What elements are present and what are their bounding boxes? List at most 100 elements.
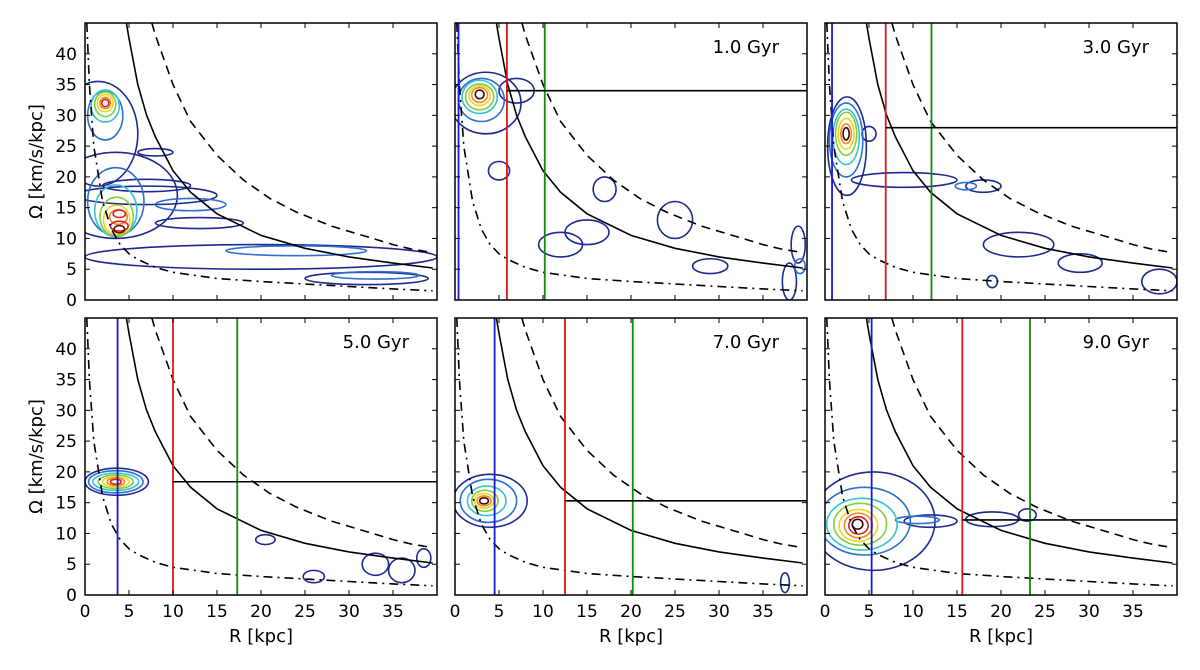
contour-level-3 — [832, 108, 861, 166]
panel-time-label: 9.0 Gyr — [1083, 332, 1150, 353]
y-tick-label: 5 — [66, 260, 77, 280]
curve-dashed — [521, 318, 803, 549]
contour-level-1 — [487, 160, 511, 181]
x-tick-label: 25 — [664, 602, 686, 622]
contour-level-1 — [1057, 253, 1103, 274]
contour-level-3 — [90, 89, 121, 123]
contour-level-2 — [793, 257, 807, 275]
y-tick-label: 15 — [55, 494, 77, 514]
x-tick-label: 15 — [946, 602, 968, 622]
panel-frame — [454, 317, 808, 596]
y-tick-label: 30 — [55, 106, 77, 126]
x-tick-label: 0 — [820, 602, 831, 622]
x-tick-label: 15 — [206, 602, 228, 622]
contour-level-1 — [254, 533, 276, 546]
contour-level-8 — [851, 518, 864, 530]
y-tick-label: 0 — [66, 291, 77, 311]
x-tick-label: 20 — [250, 602, 272, 622]
contour-level-1 — [825, 471, 936, 572]
x-tick-label: 35 — [382, 602, 404, 622]
curve-dashdot — [826, 318, 1173, 587]
panel-plot-area — [825, 318, 1177, 595]
x-tick-label: 35 — [752, 602, 774, 622]
contour-level-1 — [537, 231, 584, 258]
contour-level-5 — [101, 476, 130, 488]
contour-level-2 — [828, 102, 864, 178]
curve-dashed — [521, 23, 803, 254]
x-tick-label: 10 — [532, 602, 554, 622]
contour-level-1 — [302, 569, 326, 584]
x-tick-label: 30 — [338, 602, 360, 622]
contour-level-1 — [691, 257, 729, 275]
panel-plot-area — [85, 318, 437, 595]
y-tick-label: 20 — [55, 463, 77, 483]
contour-level-5 — [96, 93, 114, 113]
y-tick-label: 25 — [55, 432, 77, 452]
x-tick-label: 25 — [294, 602, 316, 622]
x-axis-label: R [kpc] — [599, 626, 663, 647]
x-tick-label: 10 — [902, 602, 924, 622]
contour-level-6 — [840, 123, 853, 145]
x-tick-label: 10 — [162, 602, 184, 622]
panel-time-label: 7.0 Gyr — [713, 332, 780, 353]
contour-level-3 — [92, 472, 140, 492]
panel-time-label: 3.0 Gyr — [1083, 37, 1150, 58]
panel-plot-area — [455, 318, 807, 595]
contour-level-2 — [154, 197, 227, 212]
contour-level-4 — [93, 91, 117, 118]
curve-solid — [865, 318, 1173, 564]
panel-frame — [824, 22, 1178, 301]
curve-dashdot — [456, 23, 803, 292]
contour-level-1 — [779, 572, 791, 594]
x-axis-label: R [kpc] — [969, 626, 1033, 647]
y-tick-label: 25 — [55, 137, 77, 157]
contour-level-1 — [656, 200, 694, 240]
contour-level-3 — [461, 79, 499, 115]
curve-dashdot — [826, 23, 1173, 292]
panel-plot-area — [455, 23, 807, 300]
y-tick-label: 20 — [55, 168, 77, 188]
contour-level-1 — [982, 231, 1055, 258]
contour-level-4 — [470, 489, 499, 513]
contour-level-1 — [136, 147, 174, 157]
contour-level-2 — [954, 181, 978, 191]
contour-level-4 — [97, 474, 135, 490]
contour-level-5 — [102, 204, 131, 236]
contour-level-5 — [838, 508, 879, 543]
contour-level-1 — [361, 552, 390, 577]
contour-level-3 — [825, 497, 898, 551]
panel-5: 0 5 10 15 20 25 30 35 R [kpc] 7.0 Gyr — [450, 317, 808, 647]
contour-level-7 — [112, 209, 127, 219]
x-tick-label: 5 — [494, 602, 505, 622]
curve-dashed — [891, 318, 1173, 549]
curve-dashed — [151, 23, 433, 254]
contour-level-4 — [99, 196, 135, 238]
contour-level-6 — [106, 477, 126, 487]
y-tick-label: 35 — [55, 76, 77, 96]
curve-dashdot — [86, 23, 433, 292]
panel-time-label: 5.0 Gyr — [343, 332, 410, 353]
contour-level-1 — [387, 557, 416, 584]
panel-plot-area — [85, 23, 437, 292]
x-tick-label: 35 — [1122, 602, 1144, 622]
contour-level-8 — [474, 89, 485, 100]
panel-4: 0 5 10 15 20 25 30 35 40 Ω [km/s/kpc] 0 5 10 15 20 25 30… — [26, 317, 438, 647]
contour-level-4 — [834, 111, 858, 157]
contour-level-1 — [903, 514, 958, 529]
x-tick-label: 30 — [708, 602, 730, 622]
contour-level-1 — [85, 243, 437, 271]
y-tick-label: 40 — [55, 340, 77, 360]
x-tick-label: 20 — [620, 602, 642, 622]
x-tick-label: 0 — [80, 602, 91, 622]
y-axis-label: Ω [km/s/kpc] — [26, 399, 47, 514]
x-tick-label: 5 — [124, 602, 135, 622]
contour-level-1 — [455, 473, 528, 529]
x-tick-label: 5 — [864, 602, 875, 622]
contour-level-7 — [847, 516, 869, 535]
contour-level-1 — [85, 80, 139, 187]
y-tick-label: 0 — [66, 586, 77, 606]
x-tick-label: 0 — [450, 602, 461, 622]
panel-frame — [84, 317, 438, 596]
curve-solid — [495, 23, 803, 269]
curve-dashdot — [86, 318, 433, 587]
